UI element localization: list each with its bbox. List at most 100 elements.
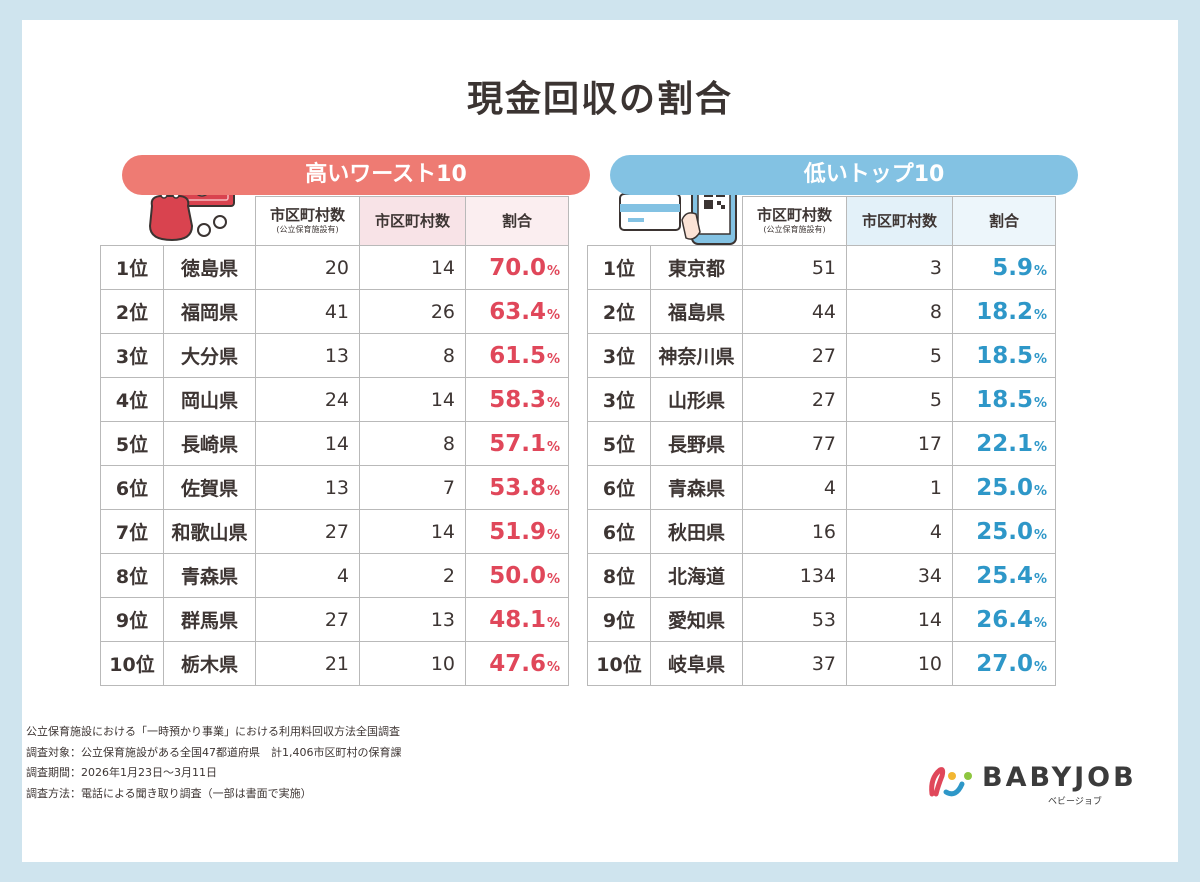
rank-cell: 2位 [100,289,164,334]
prefecture-cell: 岡山県 [163,377,256,422]
municipalities-total-cell: 24 [255,377,360,422]
percent-unit: % [1033,395,1047,411]
rank-cell: 8位 [100,553,164,598]
percent-unit: % [1033,483,1047,499]
municipalities-cash-cell: 2 [359,553,466,598]
table-row: 2位 福岡県 41 26 63.4% [100,289,569,334]
rate-cell: 27.0% [952,641,1056,686]
table-row: 6位 青森県 4 1 25.0% [587,465,1056,510]
babyjob-logo: BABYJOB ベビージョブ [926,760,1134,810]
rate-cell: 25.0% [952,509,1056,554]
rate-value: 47.6 [489,650,546,677]
rank-cell: 9位 [587,597,651,642]
municipalities-total-cell: 4 [255,553,360,598]
rate-value: 48.1 [489,606,546,633]
municipalities-cash-cell: 5 [846,377,953,422]
header-municipalities-total: 市区町村数 (公立保育施設有) [742,196,847,246]
rate-value: 53.8 [489,474,546,501]
prefecture-cell: 青森県 [650,465,743,510]
rate-cell: 50.0% [465,553,569,598]
municipalities-cash-cell: 10 [846,641,953,686]
rate-value: 18.5 [976,386,1033,413]
rank-cell: 1位 [587,245,651,290]
rank-cell: 10位 [587,641,651,686]
rate-cell: 63.4% [465,289,569,334]
rate-cell: 57.1% [465,421,569,466]
prefecture-cell: 福島県 [650,289,743,334]
header-municipalities-cash: 市区町村数 [846,196,953,246]
rate-value: 26.4 [976,606,1033,633]
header-rate: 割合 [952,196,1056,246]
percent-unit: % [546,615,560,631]
municipalities-cash-cell: 5 [846,333,953,378]
municipalities-total-cell: 27 [742,377,847,422]
rank-cell: 5位 [100,421,164,466]
rate-value: 5.9 [992,254,1033,281]
municipalities-total-cell: 51 [742,245,847,290]
municipalities-total-cell: 21 [255,641,360,686]
prefecture-cell: 和歌山県 [163,509,256,554]
rank-cell: 3位 [100,333,164,378]
rate-cell: 48.1% [465,597,569,642]
municipalities-total-cell: 41 [255,289,360,334]
percent-unit: % [546,527,560,543]
municipalities-total-cell: 27 [255,509,360,554]
table-row: 7位 和歌山県 27 14 51.9% [100,509,569,554]
table-row: 5位 長崎県 14 8 57.1% [100,421,569,466]
rate-cell: 22.1% [952,421,1056,466]
municipalities-total-cell: 13 [255,333,360,378]
rate-cell: 18.5% [952,377,1056,422]
prefecture-cell: 徳島県 [163,245,256,290]
municipalities-total-cell: 53 [742,597,847,642]
rate-cell: 25.0% [952,465,1056,510]
rank-cell: 10位 [100,641,164,686]
municipalities-cash-cell: 14 [359,509,466,554]
municipalities-cash-cell: 13 [359,597,466,642]
percent-unit: % [1033,571,1047,587]
municipalities-total-cell: 16 [742,509,847,554]
rank-cell: 5位 [587,421,651,466]
rate-value: 61.5 [489,342,546,369]
rate-cell: 26.4% [952,597,1056,642]
header-blank [651,197,743,246]
prefecture-cell: 岐阜県 [650,641,743,686]
municipalities-total-cell: 20 [255,245,360,290]
table-row: 6位 佐賀県 13 7 53.8% [100,465,569,510]
percent-unit: % [1033,351,1047,367]
percent-unit: % [546,263,560,279]
table-row: 9位 群馬県 27 13 48.1% [100,597,569,642]
rank-cell: 9位 [100,597,164,642]
rate-value: 70.0 [489,254,546,281]
prefecture-cell: 大分県 [163,333,256,378]
percent-unit: % [1033,263,1047,279]
municipalities-cash-cell: 4 [846,509,953,554]
table-row: 3位 大分県 13 8 61.5% [100,333,569,378]
logo-mark-icon [929,767,972,797]
table-row: 2位 福島県 44 8 18.2% [587,289,1056,334]
municipalities-cash-cell: 1 [846,465,953,510]
note-line: 調査方法：電話による聞き取り調査（一部は書面で実施） [26,786,312,800]
rate-cell: 70.0% [465,245,569,290]
percent-unit: % [546,351,560,367]
prefecture-cell: 福岡県 [163,289,256,334]
municipalities-total-cell: 13 [255,465,360,510]
table-row: 1位 東京都 51 3 5.9% [587,245,1056,290]
prefecture-cell: 群馬県 [163,597,256,642]
worst-table: 市区町村数 (公立保育施設有) 市区町村数 割合 1位 徳島県 20 14 70.0% 2位… [100,196,569,686]
rate-cell: 51.9% [465,509,569,554]
rate-value: 18.2 [976,298,1033,325]
rank-cell: 1位 [100,245,164,290]
percent-unit: % [1033,659,1047,675]
percent-unit: % [1033,615,1047,631]
municipalities-cash-cell: 8 [846,289,953,334]
municipalities-cash-cell: 14 [359,245,466,290]
prefecture-cell: 山形県 [650,377,743,422]
municipalities-cash-cell: 8 [359,333,466,378]
logo-subtext: ベビージョブ [1048,797,1102,807]
rank-cell: 7位 [100,509,164,554]
rate-value: 18.5 [976,342,1033,369]
rate-cell: 61.5% [465,333,569,378]
municipalities-total-cell: 14 [255,421,360,466]
municipalities-total-cell: 44 [742,289,847,334]
table-row: 10位 栃木県 21 10 47.6% [100,641,569,686]
